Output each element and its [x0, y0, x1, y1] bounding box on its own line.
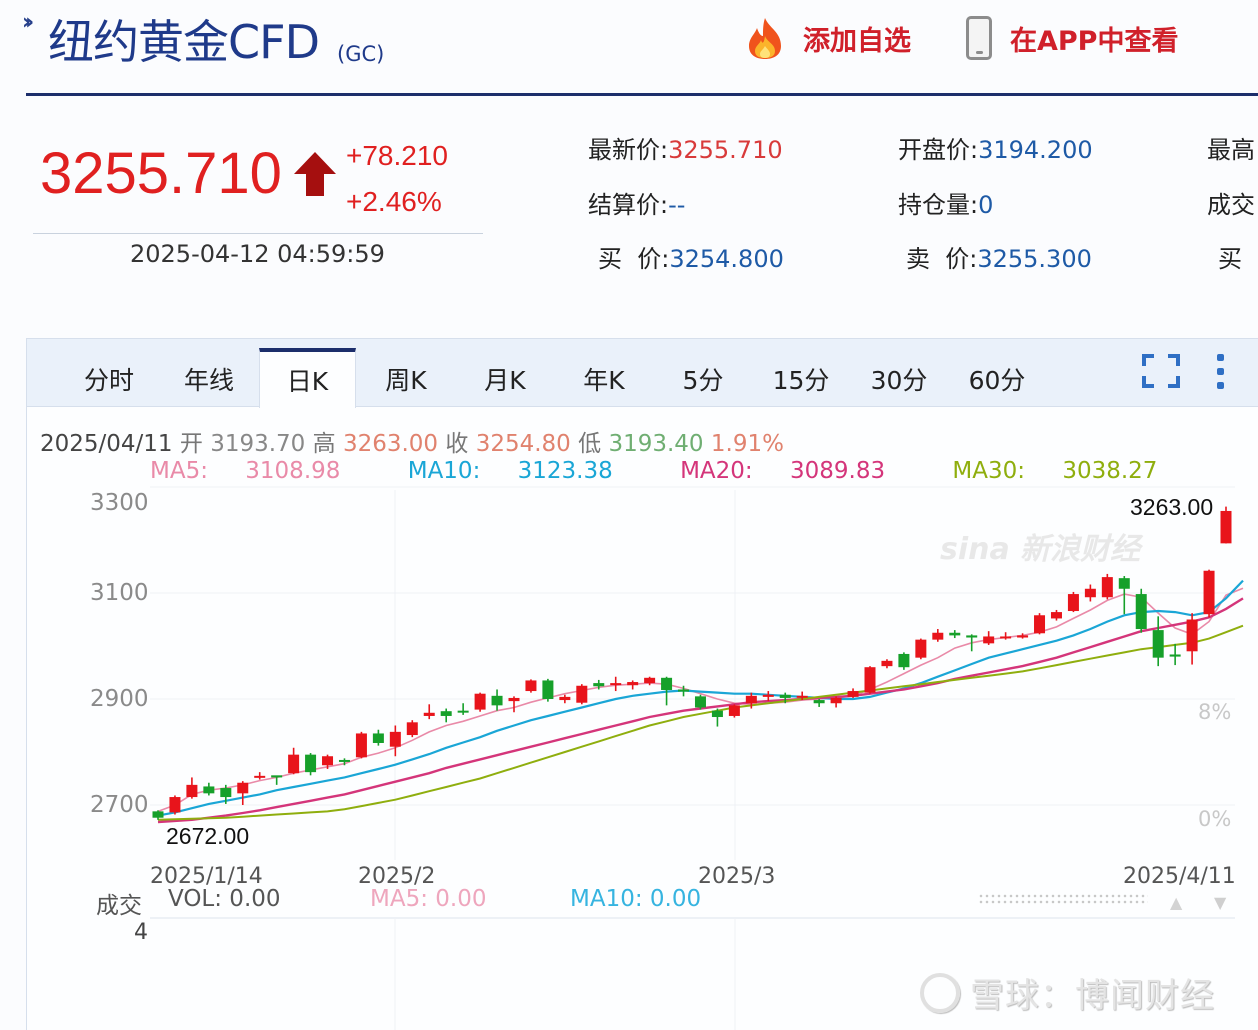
x-tick: 2025/2 — [358, 864, 436, 889]
instrument-title: 纽约黄金CFD — [48, 15, 320, 69]
quote-timestamp: 2025-04-12 04:59:59 — [130, 240, 385, 268]
scroll-handle[interactable] — [978, 893, 1148, 905]
y-tick-right: 0% — [1198, 807, 1232, 831]
view-in-app-label: 在APP中查看 — [1010, 25, 1179, 57]
fullscreen-icon[interactable] — [1142, 354, 1180, 388]
volume-title: 成交 — [96, 893, 142, 919]
xueqiu-watermark: 雪球：博闻财经 — [920, 968, 1215, 1017]
volume-value: VOL: 0.00 — [168, 886, 281, 912]
price-change: +78.210 — [346, 140, 448, 171]
divider — [33, 233, 483, 234]
ma5-legend: MA5: 3108.98 — [150, 458, 341, 484]
field-open-price: 开盘价:3194.200 — [898, 136, 1093, 164]
y-tick: 2700 — [90, 792, 149, 818]
x-tick: 2025/3 — [698, 864, 776, 889]
scroll-down-icon[interactable]: ▼ — [1214, 893, 1227, 912]
fire-icon — [749, 18, 781, 59]
volume-axis-label: 4 — [134, 920, 148, 945]
volume-ma5: MA5: 0.00 — [370, 886, 487, 912]
period-tab-bar — [27, 339, 1258, 407]
title-bar — [26, 22, 1258, 96]
x-tick: 2025/1/14 — [150, 864, 263, 889]
volume-ma10: MA10: 0.00 — [570, 886, 702, 912]
field-volume: 成交 — [1207, 191, 1255, 219]
tab-分时[interactable]: 分时 — [83, 366, 134, 395]
xueqiu-logo-icon — [920, 972, 960, 1013]
tab-5分[interactable]: 5分 — [682, 366, 724, 395]
tab-年K[interactable]: 年K — [583, 366, 625, 395]
field-settlement-price: 结算价:-- — [588, 191, 686, 219]
max-price-annotation: 3263.00 — [1130, 494, 1214, 520]
field-bid-volume: 买 — [1218, 245, 1242, 273]
tab-月K[interactable]: 月K — [484, 366, 526, 395]
add-watchlist-button[interactable]: 添加自选 — [745, 16, 911, 60]
y-tick-right: 8% — [1198, 700, 1232, 724]
field-open-interest: 持仓量:0 — [898, 191, 994, 219]
x-tick: 2025/4/11 — [1123, 864, 1236, 889]
view-in-app-button[interactable]: 在APP中查看 — [966, 16, 1178, 60]
more-vertical-icon[interactable] — [1212, 352, 1230, 392]
phone-icon — [966, 16, 992, 60]
tab-年线[interactable]: 年线 — [183, 366, 234, 395]
current-price: 3255.710 — [40, 141, 282, 206]
scroll-up-icon[interactable]: ▲ — [1170, 893, 1183, 912]
sina-watermark: sina 新浪财经 — [940, 532, 1141, 567]
y-tick: 3100 — [90, 580, 149, 606]
ohlc-info: 2025/04/11 开 3193.70 高 3263.00 收 3254.80… — [40, 431, 784, 457]
tab-30分[interactable]: 30分 — [870, 366, 928, 395]
field-bid-price: 买 价:3254.800 — [598, 245, 784, 273]
field-latest-price: 最新价:3255.710 — [588, 136, 783, 164]
ma30-legend: MA30: 3038.27 — [952, 458, 1158, 484]
arrow-up-icon — [294, 152, 336, 196]
tab-日K[interactable]: 日K — [259, 348, 356, 408]
min-price-annotation: 2672.00 — [166, 823, 250, 849]
field-ask-price: 卖 价:3255.300 — [906, 245, 1092, 273]
tab-60分[interactable]: 60分 — [968, 366, 1026, 395]
price-change-percent: +2.46% — [346, 186, 442, 217]
ma20-legend: MA20: 3089.83 — [680, 458, 886, 484]
y-tick: 3300 — [90, 490, 149, 516]
instrument-symbol: (GC) — [337, 42, 385, 66]
tab-周K[interactable]: 周K — [385, 366, 427, 395]
add-watchlist-label: 添加自选 — [803, 25, 911, 57]
y-tick: 2900 — [90, 686, 149, 712]
field-high-price: 最高 — [1207, 136, 1255, 164]
ma10-legend: MA10: 3123.38 — [407, 458, 613, 484]
tab-15分[interactable]: 15分 — [772, 366, 830, 395]
ma-legend: MA5: 3108.98 MA10: 3123.38 MA20: 3089.83… — [150, 458, 1217, 484]
